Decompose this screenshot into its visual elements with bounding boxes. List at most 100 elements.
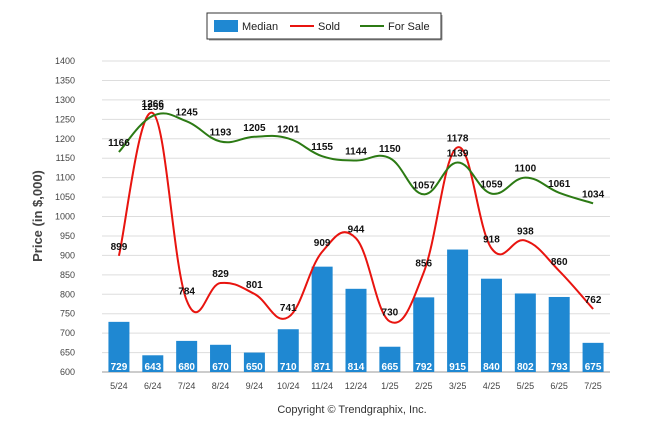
for-sale-point-label: 1057 (413, 180, 436, 191)
x-tick-label: 6/25 (550, 381, 568, 391)
median-bar-label: 710 (280, 362, 297, 373)
median-bar (582, 342, 604, 372)
y-tick-label: 900 (60, 250, 75, 260)
y-tick-label: 1000 (55, 212, 75, 222)
median-bar-label: 650 (246, 362, 263, 373)
sold-point-label: 801 (246, 280, 263, 291)
x-tick-label: 12/24 (345, 381, 368, 391)
y-tick-label: 950 (60, 231, 75, 241)
sold-point-label: 918 (483, 234, 500, 245)
x-tick-label: 4/25 (483, 381, 501, 391)
for-sale-point-label: 1100 (514, 164, 536, 175)
y-axis-label: Price (in $,000) (30, 170, 45, 262)
chart-legend: Median Sold For Sale (206, 12, 443, 41)
sold-point-label: 938 (517, 227, 534, 238)
for-sale-point-label: 1061 (548, 179, 571, 190)
sold-point-label: 899 (111, 242, 128, 253)
sold-point-label: 944 (348, 224, 365, 235)
y-tick-label: 1150 (56, 153, 75, 163)
median-bar-label: 802 (517, 362, 534, 373)
sold-point-label: 856 (415, 258, 432, 269)
median-bar (379, 346, 401, 372)
x-tick-label: 5/24 (110, 381, 128, 391)
median-bar-label: 871 (314, 362, 331, 373)
for-sale-point-label: 1059 (480, 180, 503, 191)
legend-label-sold: Sold (318, 21, 340, 33)
sold-point-label: 860 (551, 257, 568, 268)
y-tick-label: 1200 (55, 134, 75, 144)
median-bar-label: 840 (483, 362, 500, 373)
median-bar (108, 321, 130, 372)
median-bar (447, 249, 469, 372)
median-bar (311, 266, 333, 372)
y-tick-label: 600 (60, 367, 75, 377)
sold-point-label: 909 (314, 238, 331, 249)
x-tick-label: 2/25 (415, 381, 433, 391)
x-tick-label: 3/25 (449, 381, 467, 391)
for-sale-point-label: 1139 (447, 148, 469, 159)
median-bar-label: 729 (111, 362, 128, 373)
for-sale-point-label: 1155 (311, 142, 333, 153)
median-bar-label: 915 (449, 362, 466, 373)
median-bar-label: 814 (348, 362, 365, 373)
legend-label-for-sale: For Sale (388, 21, 430, 33)
x-tick-label: 7/24 (178, 381, 196, 391)
median-bar-label: 793 (551, 362, 568, 373)
y-tick-label: 700 (60, 328, 75, 338)
median-bar (413, 297, 435, 372)
median-bar (514, 293, 536, 372)
for-sale-point-label: 1034 (582, 189, 605, 200)
median-bar (277, 329, 299, 372)
median-bar-label: 792 (415, 362, 432, 373)
median-bar-label: 665 (382, 362, 399, 373)
median-bar-label: 680 (178, 362, 195, 373)
y-tick-label: 1350 (55, 75, 75, 85)
legend-swatch-median (214, 20, 238, 32)
median-bar (210, 344, 232, 372)
median-bar (243, 352, 265, 372)
x-tick-label: 5/25 (517, 381, 535, 391)
for-sale-point-label: 1259 (142, 102, 165, 113)
sold-line (117, 112, 594, 324)
y-tick-label: 1050 (55, 192, 75, 202)
for-sale-point-label: 1144 (345, 147, 367, 158)
y-tick-label: 1250 (55, 114, 75, 124)
y-tick-label: 1400 (55, 56, 75, 66)
sold-point-label: 741 (280, 303, 297, 314)
for-sale-point-label: 1205 (243, 123, 266, 134)
sold-point-label: 730 (382, 307, 399, 318)
legend-label-median: Median (242, 21, 278, 33)
copyright-credit: Copyright © Trendgraphix, Inc. (277, 404, 426, 416)
median-bar-label: 643 (144, 362, 161, 373)
for-sale-line (118, 112, 594, 205)
median-bar (176, 340, 198, 372)
median-bar-label: 675 (585, 362, 602, 373)
y-tick-label: 850 (60, 270, 75, 280)
median-bar (480, 278, 502, 372)
legend-frame (206, 12, 442, 40)
x-tick-label: 9/24 (246, 381, 264, 391)
x-tick-label: 8/24 (212, 381, 230, 391)
sold-point-label: 762 (585, 295, 602, 306)
sold-point-label: 1266 (142, 99, 165, 110)
y-tick-label: 750 (60, 309, 75, 319)
for-sale-point-label: 1201 (277, 124, 300, 135)
for-sale-point-label: 1150 (379, 144, 401, 155)
sold-point-label: 829 (212, 269, 229, 280)
for-sale-point-label: 1245 (176, 107, 199, 118)
x-tick-label: 10/24 (277, 381, 300, 391)
for-sale-point-label: 1193 (210, 127, 232, 138)
median-bar (345, 288, 367, 372)
y-tick-label: 650 (60, 348, 75, 358)
x-tick-label: 1/25 (381, 381, 399, 391)
y-tick-label: 1300 (55, 95, 75, 105)
median-bar-label: 670 (212, 362, 229, 373)
x-tick-label: 11/24 (311, 381, 333, 391)
y-tick-label: 1100 (56, 173, 75, 183)
x-tick-label: 7/25 (584, 381, 602, 391)
x-tick-label: 6/24 (144, 381, 162, 391)
sold-point-label: 1178 (447, 133, 469, 144)
y-tick-label: 800 (60, 289, 75, 299)
